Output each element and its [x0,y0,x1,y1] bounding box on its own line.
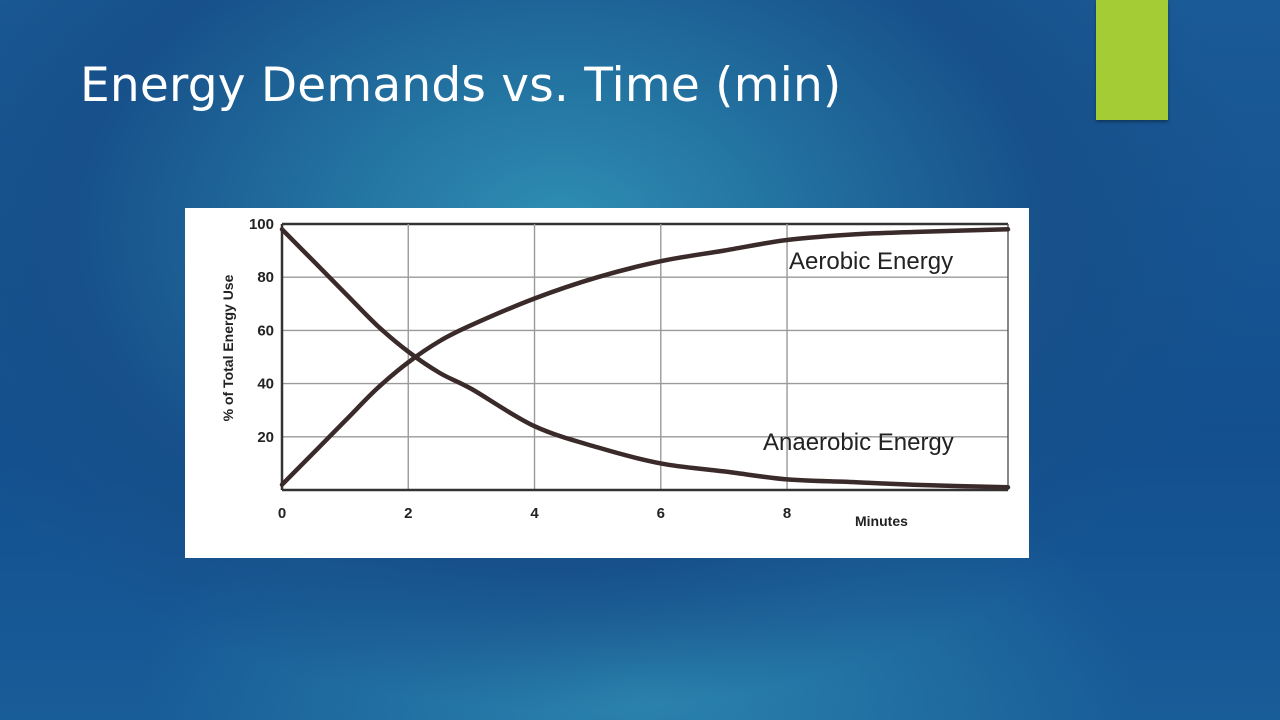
chart-series [279,227,1011,490]
chart-image: 20 40 60 80 100 0 2 4 6 8 % of Total Energy Use M… [185,208,1029,558]
slide-title: Energy Demands vs. Time (min) [80,58,842,113]
y-tick-label: 100 [249,216,274,233]
x-tick-label: 4 [530,505,539,522]
x-tick-label: 8 [783,505,791,522]
chart-grid [280,222,1009,492]
x-tick-label: 0 [278,505,286,522]
y-tick-label: 20 [257,429,274,446]
series-line-anaerobic [279,227,1011,490]
y-axis-label: % of Total Energy Use [220,274,236,421]
y-tick-label: 40 [257,376,274,393]
y-tick-label: 60 [257,322,274,339]
series-label-aerobic: Aerobic Energy [789,248,953,275]
x-tick-label: 2 [404,505,412,522]
chart-ticks: 20 40 60 80 100 0 2 4 6 8 [249,216,791,522]
y-tick-label: 80 [257,269,274,286]
series-line-aerobic [279,227,1011,487]
energy-chart: 20 40 60 80 100 0 2 4 6 8 % of Total Energy Use M… [220,216,1011,529]
series-label-anaerobic: Anaerobic Energy [763,429,954,456]
x-axis-label: Minutes [855,513,908,529]
x-tick-label: 6 [657,505,665,522]
accent-bar [1096,0,1168,120]
